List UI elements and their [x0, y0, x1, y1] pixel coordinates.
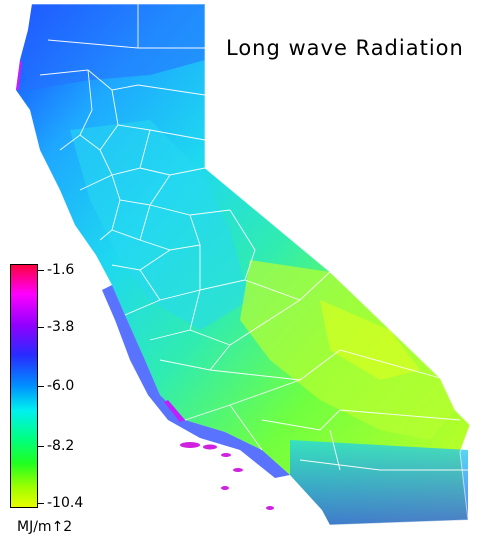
legend-label: -8.2 — [47, 438, 75, 454]
color-scale-bar — [10, 264, 38, 508]
legend-label-min: -10.4 — [47, 495, 84, 511]
channel-islands — [180, 442, 274, 510]
central-valley-region — [70, 120, 250, 330]
legend-label-max: -1.6 — [47, 262, 75, 278]
legend-tick — [38, 446, 44, 447]
south-coast-strip — [102, 285, 290, 478]
legend-tick — [38, 386, 44, 387]
legend-unit: MJ/m↑2 — [17, 519, 73, 535]
legend-tick — [38, 327, 44, 328]
legend-tick — [38, 270, 44, 271]
south-region — [290, 440, 468, 525]
map-title: Long wave Radiation — [226, 36, 464, 60]
desert-core — [320, 300, 420, 380]
california-outline — [32, 3, 471, 526]
county-borders — [39, 4, 468, 471]
legend-tick — [38, 503, 44, 504]
legend-label: -6.0 — [47, 378, 75, 394]
north-region — [20, 4, 205, 90]
legend-label: -3.8 — [47, 319, 75, 335]
